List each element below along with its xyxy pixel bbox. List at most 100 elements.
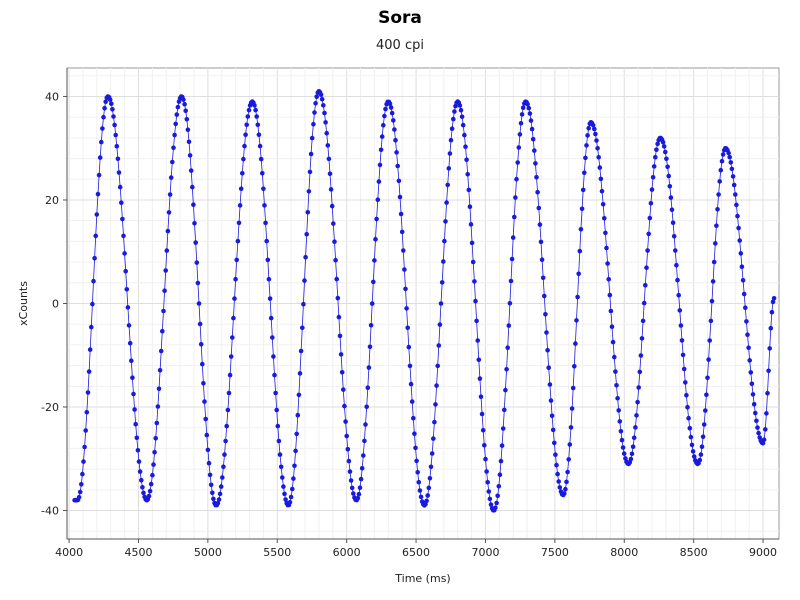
- data-point: [412, 431, 417, 437]
- data-point: [405, 325, 411, 331]
- data-point: [432, 419, 437, 425]
- data-point: [708, 318, 714, 324]
- data-point: [615, 396, 620, 401]
- data-point: [235, 238, 241, 244]
- data-point: [216, 497, 222, 502]
- data-point: [674, 262, 679, 268]
- data-point: [302, 278, 307, 283]
- data-point: [103, 99, 108, 104]
- data-point: [670, 220, 676, 225]
- y-axis-label: xCounts: [17, 281, 30, 326]
- data-point: [705, 375, 710, 381]
- data-point: [733, 192, 738, 197]
- data-point: [241, 156, 246, 162]
- data-point: [493, 505, 498, 511]
- data-point: [366, 365, 372, 370]
- data-point: [549, 413, 555, 419]
- data-point: [755, 425, 760, 430]
- data-point: [639, 336, 645, 341]
- data-point: [593, 131, 598, 137]
- data-point: [469, 240, 475, 246]
- data-point: [358, 476, 364, 482]
- data-point: [264, 238, 270, 244]
- data-point: [463, 144, 468, 149]
- data-point: [763, 427, 768, 432]
- data-point: [730, 174, 736, 179]
- data-point: [120, 216, 125, 222]
- x-tick-label: 8000: [610, 546, 638, 559]
- data-point: [331, 221, 336, 226]
- data-point: [557, 485, 563, 490]
- data-point: [552, 440, 557, 446]
- data-point: [222, 452, 227, 457]
- data-point: [188, 168, 194, 173]
- data-point: [738, 251, 744, 256]
- data-point: [590, 123, 596, 128]
- data-point: [731, 182, 737, 188]
- data-point: [578, 227, 584, 232]
- data-point: [452, 109, 457, 114]
- data-point: [442, 238, 447, 244]
- data-point: [135, 448, 141, 453]
- data-point: [766, 368, 771, 374]
- data-point: [373, 237, 378, 242]
- data-point: [266, 276, 272, 282]
- data-point: [681, 366, 687, 372]
- data-point: [152, 449, 157, 455]
- data-point: [654, 147, 659, 152]
- data-point: [542, 293, 547, 299]
- data-point: [698, 452, 704, 457]
- data-point: [628, 456, 634, 462]
- data-point: [750, 392, 756, 397]
- data-point: [102, 105, 107, 111]
- data-point: [534, 174, 539, 180]
- data-point: [446, 166, 452, 171]
- data-point: [460, 122, 466, 128]
- data-point: [514, 176, 519, 182]
- data-point: [325, 143, 331, 148]
- data-point: [697, 457, 703, 463]
- data-point: [438, 301, 444, 306]
- data-point: [223, 438, 228, 444]
- data-point: [308, 151, 314, 157]
- data-point: [321, 103, 326, 108]
- data-point: [304, 232, 310, 237]
- data-point: [79, 482, 84, 487]
- data-point: [512, 214, 517, 220]
- data-point: [311, 121, 316, 127]
- data-point: [95, 191, 101, 197]
- data-point: [497, 472, 503, 478]
- data-point: [669, 207, 675, 212]
- data-point: [525, 101, 530, 107]
- data-point: [254, 114, 259, 119]
- data-point: [570, 385, 576, 391]
- data-point: [163, 268, 168, 273]
- data-point: [583, 155, 588, 161]
- data-point: [94, 212, 100, 217]
- x-tick-label: 6500: [402, 546, 430, 559]
- data-point: [338, 352, 344, 357]
- data-point: [487, 496, 493, 502]
- data-point: [197, 321, 203, 327]
- data-point: [83, 428, 88, 433]
- data-point: [166, 210, 172, 215]
- data-point: [234, 257, 239, 263]
- data-point: [554, 462, 559, 468]
- data-point: [276, 438, 282, 444]
- data-point: [734, 202, 739, 208]
- data-point: [181, 97, 186, 102]
- data-point: [631, 435, 637, 441]
- data-point: [564, 479, 569, 485]
- data-point: [707, 338, 712, 343]
- data-point: [253, 107, 258, 113]
- data-point: [635, 399, 640, 405]
- data-point: [643, 283, 648, 288]
- data-point: [151, 462, 156, 467]
- data-point: [125, 305, 131, 310]
- data-point: [555, 471, 560, 477]
- data-point: [309, 135, 315, 141]
- data-point: [307, 169, 313, 175]
- data-point: [614, 383, 619, 388]
- data-point: [147, 488, 153, 494]
- data-point: [171, 145, 176, 151]
